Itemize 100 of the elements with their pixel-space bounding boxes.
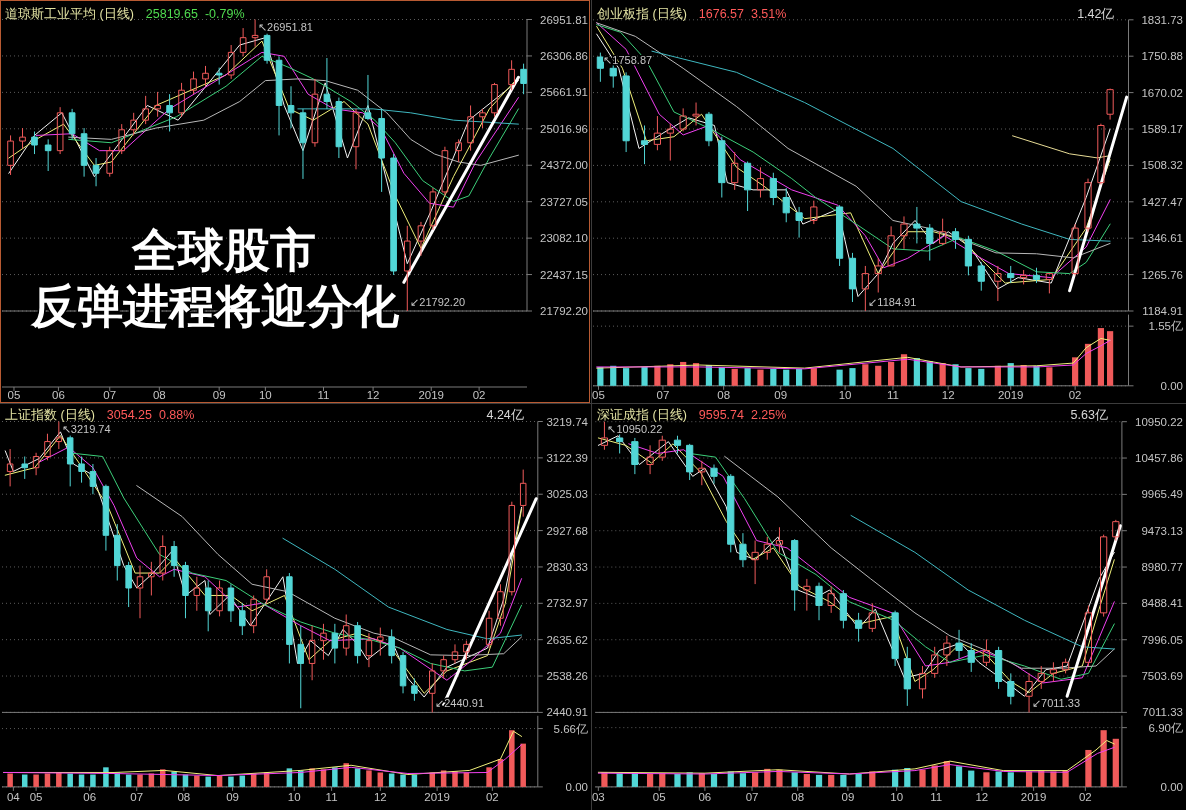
- y-tick-label: 1346.61: [1141, 232, 1183, 245]
- y-tick-label: 25016.96: [540, 122, 588, 135]
- y-tick-label: 7503.69: [1141, 670, 1183, 683]
- y-tick-label: 2927.68: [546, 524, 588, 537]
- x-tick-label: 05: [7, 389, 21, 401]
- y-tick-label: 1670.02: [1141, 86, 1183, 99]
- x-tick-label: 2019: [418, 389, 445, 401]
- y-tick-label: 8488.41: [1141, 597, 1183, 610]
- x-tick-label: 11: [930, 791, 943, 803]
- y-tick-label: 21792.20: [540, 305, 588, 317]
- x-tick-label: 12: [941, 389, 955, 401]
- x-tick-label: 02: [1078, 791, 1092, 803]
- y-tick-label: 3025.03: [546, 488, 588, 501]
- y-tick-label: 0.00: [1160, 780, 1183, 793]
- y-tick-label: 2635.62: [546, 633, 588, 646]
- y-tick-label: 6.90亿: [1148, 721, 1183, 734]
- y-tick-label: 3219.74: [546, 415, 589, 428]
- chart-title: 深证成指 (日线): [597, 408, 687, 422]
- x-tick-label: 08: [152, 389, 166, 401]
- y-tick-label: 3122.39: [546, 451, 588, 464]
- x-tick-label: 06: [83, 791, 97, 803]
- x-tick-label: 11: [325, 791, 338, 803]
- x-tick-label: 10: [287, 791, 301, 803]
- chart-subtitle: 3054.25 0.88%: [106, 408, 195, 422]
- y-tick-label: 8980.77: [1141, 561, 1183, 574]
- x-tick-label: 10: [890, 791, 904, 803]
- x-tick-label: 2019: [997, 389, 1024, 401]
- y-tick-label: 25661.91: [540, 86, 588, 99]
- y-tick-label: 5.66亿: [553, 722, 588, 735]
- y-tick-label: 10950.22: [1135, 415, 1183, 428]
- x-tick-label: 12: [975, 791, 989, 803]
- y-tick-label: 1831.73: [1141, 13, 1183, 26]
- y-tick-label: 22437.15: [540, 268, 588, 281]
- x-tick-label: 09: [212, 389, 226, 401]
- x-tick-label: 06: [52, 389, 65, 401]
- x-tick-label: 12: [366, 389, 380, 401]
- chart-subtitle: 1676.57 3.51%: [698, 7, 787, 21]
- x-tick-label: 07: [656, 389, 670, 401]
- x-tick-label: 07: [103, 389, 117, 401]
- y-tick-label: 1427.47: [1141, 195, 1183, 208]
- y-tick-label: 10457.86: [1135, 452, 1183, 465]
- y-tick-label: 2732.97: [546, 597, 588, 610]
- y-tick-label: 26951.81: [540, 13, 588, 26]
- x-tick-label: 05: [652, 791, 666, 803]
- annotation: ↖3219.74: [61, 422, 111, 435]
- annotation: ↙1184.91: [868, 296, 917, 308]
- x-tick-label: 08: [791, 791, 805, 803]
- annotation: 4.24亿: [486, 408, 524, 422]
- y-tick-label: 1184.91: [1142, 305, 1183, 317]
- x-tick-label: 02: [472, 389, 486, 401]
- y-tick-label: 9473.13: [1141, 524, 1183, 537]
- annotation: ↙2440.91: [435, 697, 485, 710]
- x-tick-label: 09: [774, 389, 788, 401]
- y-tick-label: 9965.49: [1141, 488, 1183, 501]
- x-tick-label: 06: [698, 791, 712, 803]
- x-tick-label: 05: [592, 389, 605, 401]
- x-tick-label: 10: [258, 389, 272, 401]
- y-tick-label: 1508.32: [1141, 159, 1183, 172]
- y-tick-label: 24372.00: [540, 159, 588, 172]
- x-tick-label: 08: [177, 791, 191, 803]
- x-tick-label: 05: [29, 791, 43, 803]
- x-tick-label: 02: [1068, 389, 1082, 401]
- annotation: ↙7011.33: [1032, 697, 1081, 710]
- y-tick-label: 26306.86: [540, 49, 588, 62]
- chart-title: 道琼斯工业平均 (日线): [5, 6, 134, 21]
- x-tick-label: 2019: [1020, 791, 1047, 803]
- annotation: ↖26951.81: [258, 20, 313, 33]
- x-tick-label: 04: [6, 791, 21, 803]
- chart-title: 上证指数 (日线): [5, 408, 95, 422]
- annotation: 5.63亿: [1070, 408, 1108, 422]
- x-tick-label: 2019: [424, 791, 450, 803]
- y-tick-label: 2538.26: [546, 670, 588, 683]
- y-tick-label: 1.55亿: [1148, 320, 1183, 333]
- annotation: ↖10950.22: [607, 422, 663, 435]
- x-tick-label: 11: [317, 389, 330, 401]
- y-tick-label: 2830.33: [546, 560, 588, 573]
- y-tick-label: 23727.05: [540, 195, 588, 208]
- chart-subtitle: 9595.74 2.25%: [698, 408, 787, 422]
- y-tick-label: 2440.91: [546, 706, 588, 719]
- text: 反弹进程将迎分化: [30, 280, 400, 332]
- x-tick-label: 09: [841, 791, 855, 803]
- y-tick-label: 1265.76: [1141, 268, 1183, 281]
- y-tick-label: 0.00: [565, 780, 588, 793]
- x-tick-label: 03: [591, 791, 605, 803]
- x-tick-label: 07: [745, 791, 759, 803]
- y-tick-label: 7011.33: [1142, 706, 1183, 719]
- x-tick-label: 09: [226, 791, 239, 803]
- chart-title: 创业板指 (日线): [597, 7, 687, 21]
- annotation: 1.42亿: [1077, 7, 1115, 21]
- x-tick-label: 02: [485, 791, 499, 803]
- chart-subtitle: 25819.65 -0.79%: [145, 7, 245, 21]
- text: 全球股市: [131, 224, 316, 276]
- y-tick-label: 1589.17: [1141, 123, 1183, 135]
- x-tick-label: 12: [373, 791, 387, 803]
- y-tick-label: 1750.88: [1141, 50, 1183, 63]
- y-tick-label: 0.00: [1160, 379, 1183, 392]
- x-tick-label: 08: [717, 389, 731, 401]
- y-tick-label: 7996.05: [1141, 633, 1183, 646]
- x-tick-label: 10: [838, 389, 852, 401]
- x-tick-label: 07: [130, 791, 144, 803]
